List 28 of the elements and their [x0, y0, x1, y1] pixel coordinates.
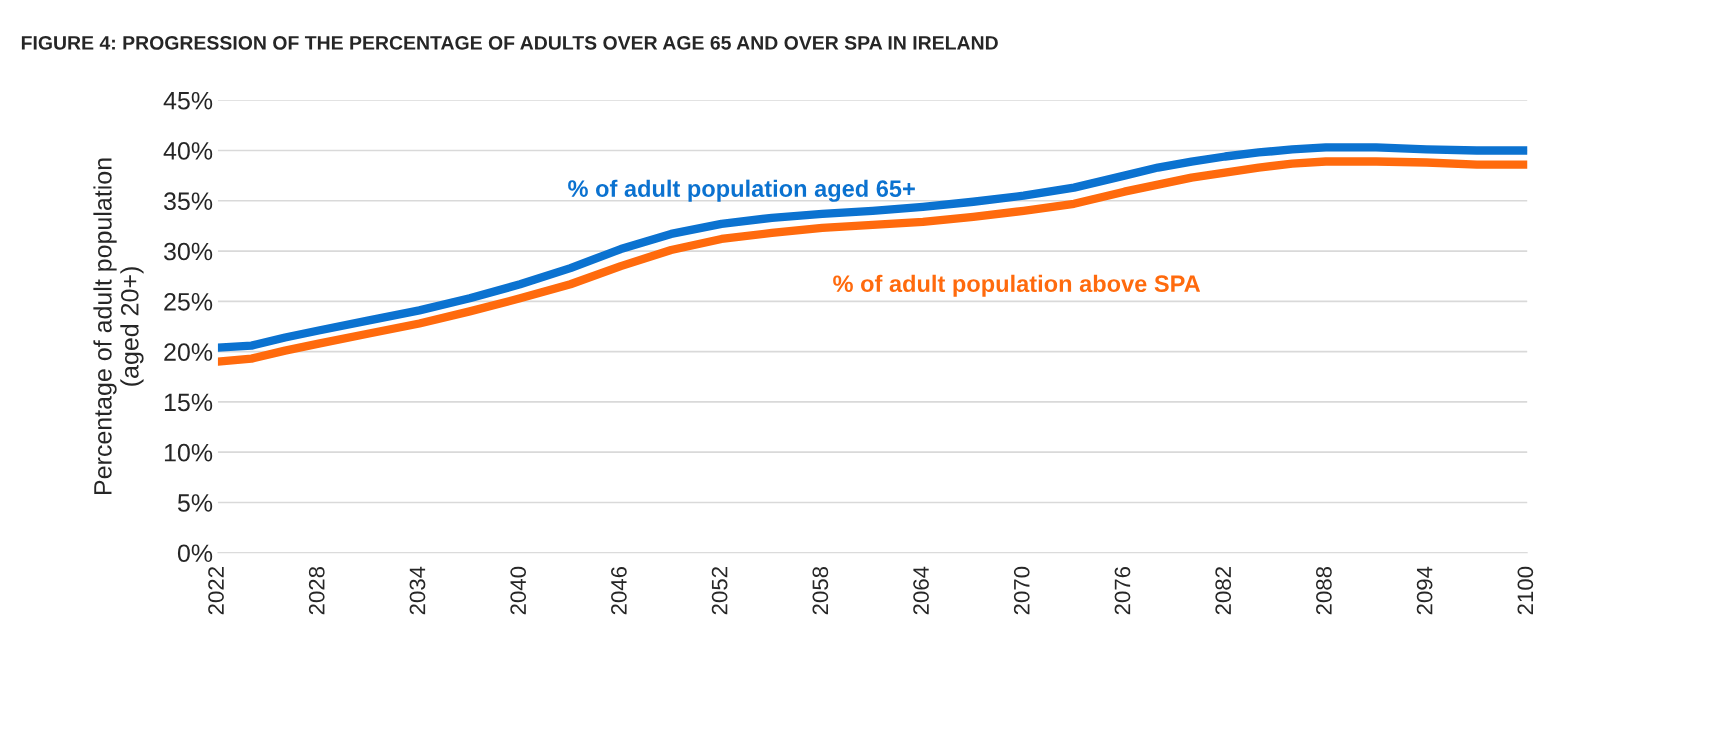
- y-tick-label: 20%: [164, 343, 213, 361]
- y-tick-label: 25%: [164, 292, 213, 311]
- y-tick-label: 45%: [163, 91, 213, 110]
- y-tick-label: 0%: [177, 544, 213, 563]
- x-tick-label: 2058: [812, 566, 829, 615]
- x-tick-label: 2046: [611, 566, 627, 615]
- y-tick-label: 10%: [164, 443, 213, 462]
- x-tick-label: 2088: [1316, 566, 1332, 615]
- x-tick-label: 2070: [1013, 566, 1030, 615]
- y-tick-label: 5%: [177, 494, 213, 512]
- y-tick-label: 30%: [163, 242, 213, 261]
- series-label: % of adult population aged 65+: [568, 179, 915, 202]
- chart-title: FIGURE 4: PROGRESSION OF THE PERCENTAGE OF ADULTS OVER AGE 65 AND OVER SPA IN IRELAND: [21, 35, 998, 50]
- x-tick-label: 2040: [510, 566, 527, 615]
- y-axis-title: Percentage of adult population (aged 20+): [93, 158, 144, 494]
- x-tick-label: 2076: [1114, 566, 1131, 615]
- x-tick-label: 2034: [409, 566, 426, 615]
- x-tick-label: 2028: [308, 566, 325, 615]
- text: % of adult population above SPA: [833, 274, 1201, 297]
- x-tick-label: 2082: [1215, 567, 1232, 615]
- x-tick-label: 2100: [1517, 566, 1534, 615]
- y-tick-label: 15%: [164, 393, 213, 412]
- x-tick-label: 2094: [1416, 566, 1433, 615]
- x-tick-label: 2022: [208, 567, 224, 615]
- y-tick-label: 35%: [163, 192, 213, 211]
- x-tick-label: 2052: [711, 567, 728, 615]
- y-tick-label: 40%: [163, 142, 213, 160]
- x-tick-label: 2064: [913, 566, 929, 615]
